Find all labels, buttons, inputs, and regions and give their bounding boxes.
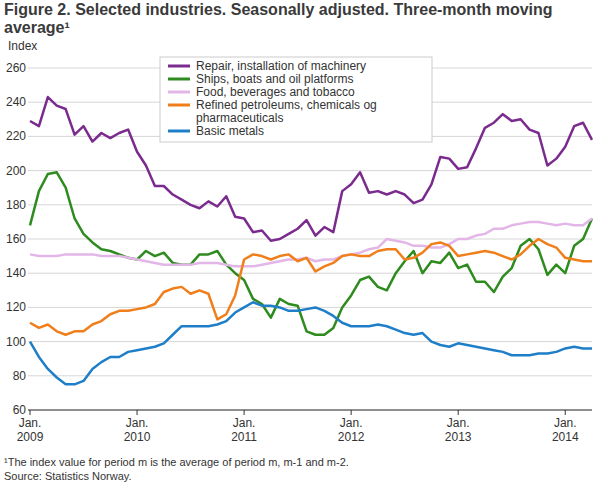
title: Figure 2. Selected industries. Seasonall… [4,1,594,37]
y-tick-label: 220 [6,129,26,143]
legend-swatch [168,104,190,107]
y-tick-label: 260 [6,61,26,75]
x-tick [565,410,566,415]
grid-line [28,170,592,171]
legend-swatch [168,91,190,94]
x-tick [458,410,459,415]
legend-label: Ships, boats and oil platforms [196,72,353,86]
y-tick-label: 180 [6,198,26,212]
x-tick-label: Jan.2013 [445,416,472,444]
grid-line [28,341,592,342]
y-tick-label: 80 [13,369,27,383]
x-axis [28,410,592,411]
y-tick-label: 240 [6,95,26,109]
legend-swatch [168,65,190,68]
legend-swatch [168,130,190,133]
grid-line [28,204,592,205]
y-tick-label: 160 [6,232,26,246]
x-tick [137,410,138,415]
x-tick [244,410,245,415]
legend: Repair, installation of machineryShips, … [160,57,432,142]
legend-label: Food, beverages and tobacco [196,85,355,99]
x-tick [351,410,352,415]
grid-line [28,239,592,240]
y-tick-label: 100 [6,335,26,349]
footnote: ¹The index value for period m is the ave… [4,456,349,468]
legend-label: Refined petroleums, chemicals ogpharmace… [196,98,377,125]
legend-box [160,57,432,142]
x-tick-label: Jan.2012 [338,416,365,444]
source: Source: Statistics Norway. [4,470,132,482]
y-tick-label: 140 [6,266,26,280]
x-tick-label: Jan.2010 [124,416,151,444]
legend-swatch [168,78,190,81]
grid-line [28,410,592,411]
series-line [30,239,592,335]
series-line [30,172,592,334]
legend-label: Basic metals [196,124,264,138]
x-tick-label: Jan.2011 [231,416,257,444]
x-tick-label: Jan.2009 [17,416,44,444]
series-line [30,302,592,384]
x-tick-label: Jan.2014 [552,416,579,444]
x-tick [30,410,31,415]
y-axis-label: Index [8,39,37,53]
y-tick-label: 120 [6,300,26,314]
legend-label: Repair, installation of machinery [196,59,366,73]
y-tick-label: 60 [13,403,27,417]
grid-line [28,375,592,376]
y-tick-label: 200 [6,164,26,178]
